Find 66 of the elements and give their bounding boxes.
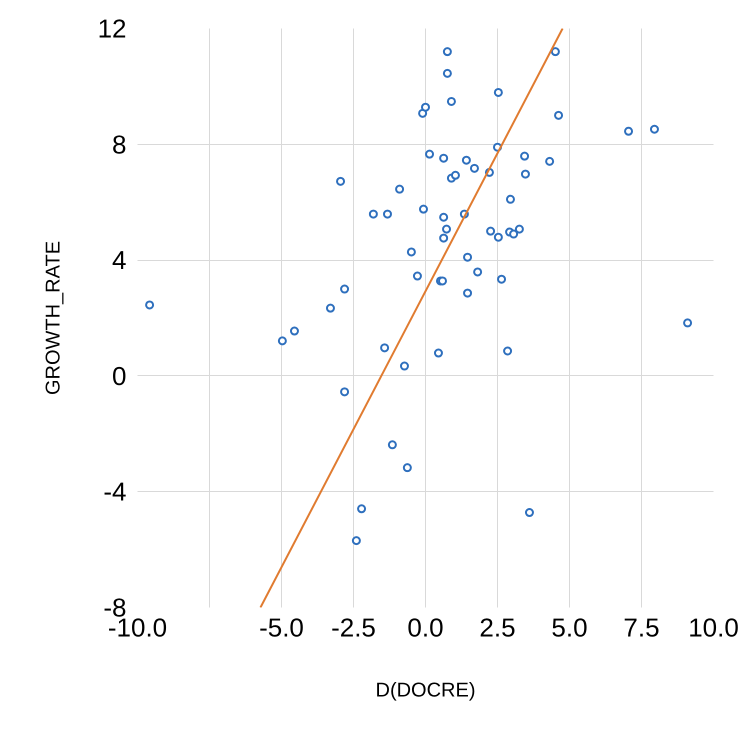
x-tick-label: 7.5	[623, 612, 660, 642]
point	[545, 156, 554, 166]
x-tick-label: 0.0	[407, 612, 444, 642]
x-tick-label: 2.5	[479, 612, 516, 642]
x-axis-title: D(DOCRE)	[376, 680, 476, 702]
y-tick-label: 8	[112, 129, 127, 160]
point	[624, 126, 634, 136]
point	[473, 267, 482, 276]
point	[418, 204, 428, 214]
point	[439, 154, 448, 163]
point	[450, 170, 460, 180]
point	[442, 47, 452, 56]
point	[290, 326, 299, 336]
point	[400, 362, 409, 371]
y-axis-title: GROWTH_RATE	[42, 240, 65, 396]
point	[402, 463, 412, 472]
point	[412, 272, 422, 281]
point	[462, 156, 471, 165]
point	[145, 300, 154, 310]
y-tick-label: -4	[103, 476, 127, 507]
point	[520, 152, 530, 161]
point	[425, 150, 434, 159]
point	[382, 210, 392, 219]
point	[340, 284, 350, 294]
point	[352, 536, 361, 546]
point	[503, 346, 512, 356]
point	[368, 210, 378, 219]
y-tick-label: 4	[112, 245, 127, 276]
point	[524, 508, 534, 518]
point	[550, 47, 560, 56]
point	[509, 230, 518, 239]
point	[494, 88, 503, 97]
point	[442, 224, 452, 234]
y-tick-label: 0	[112, 360, 127, 391]
point	[380, 343, 390, 352]
point	[463, 288, 472, 298]
point	[357, 504, 366, 514]
point	[683, 318, 692, 328]
point	[650, 124, 659, 134]
point	[340, 387, 350, 396]
point	[336, 176, 346, 186]
point	[463, 252, 472, 262]
point	[494, 232, 503, 242]
point	[497, 274, 506, 284]
point	[486, 226, 496, 236]
point	[421, 102, 430, 112]
point	[388, 440, 397, 450]
point	[520, 170, 530, 179]
y-tick-label: 12	[98, 14, 126, 44]
x-tick-label: -2.5	[331, 612, 376, 642]
point	[442, 68, 452, 78]
x-tick-label: -5.0	[259, 612, 304, 642]
point	[446, 96, 456, 106]
point	[434, 348, 443, 358]
x-tick-label: 5.0	[551, 612, 588, 642]
point	[506, 194, 515, 204]
point	[439, 212, 448, 222]
point	[326, 304, 335, 313]
point	[554, 110, 564, 120]
point	[439, 234, 448, 243]
point	[395, 184, 404, 194]
point	[278, 336, 287, 346]
x-tick-label: 10.0	[688, 612, 739, 642]
point	[514, 224, 524, 234]
point	[470, 164, 479, 173]
point	[406, 248, 416, 256]
